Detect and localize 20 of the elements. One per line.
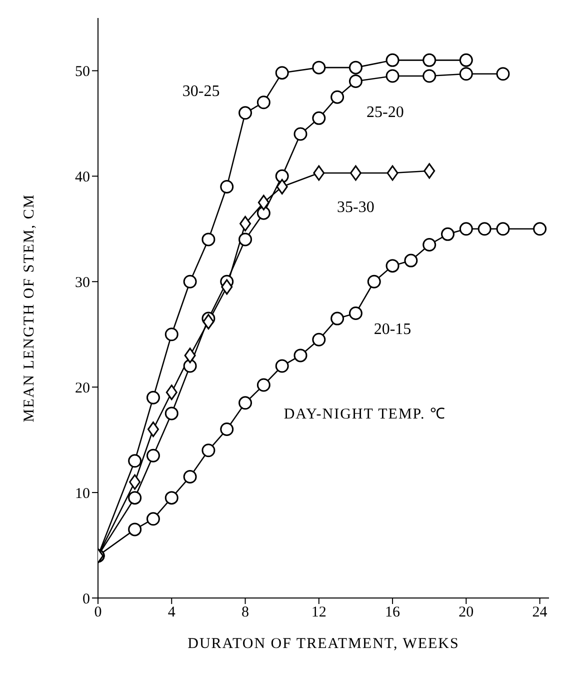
- x-tick-label: 12: [311, 604, 326, 621]
- series-label: 25-20: [366, 104, 404, 122]
- y-tick-label: 30: [75, 274, 90, 291]
- y-tick-label: 10: [75, 486, 90, 502]
- series-label: 35-30: [337, 198, 374, 217]
- x-tick-label: 24: [532, 604, 548, 621]
- x-tick-label: 0: [94, 604, 102, 621]
- series-label: 20-15: [374, 321, 412, 340]
- series-label: 30-25: [182, 82, 220, 101]
- x-tick-label: 8: [242, 604, 250, 621]
- x-tick-label: 4: [168, 604, 176, 621]
- x-tick-label: 20: [458, 604, 474, 621]
- y-tick-label: 0: [82, 591, 90, 608]
- y-tick-label: 50: [75, 64, 90, 80]
- y-tick-label: 40: [75, 170, 90, 186]
- legend-title: DAY-NIGHT TEMP. ℃: [284, 406, 446, 424]
- x-axis-title: DURATON OF TREATMENT, WEEKS: [188, 636, 460, 652]
- y-tick-label: 20: [75, 380, 90, 396]
- x-tick-label: 16: [385, 604, 401, 621]
- y-axis-title: MEAN LENGTH OF STEM, CM: [21, 194, 38, 422]
